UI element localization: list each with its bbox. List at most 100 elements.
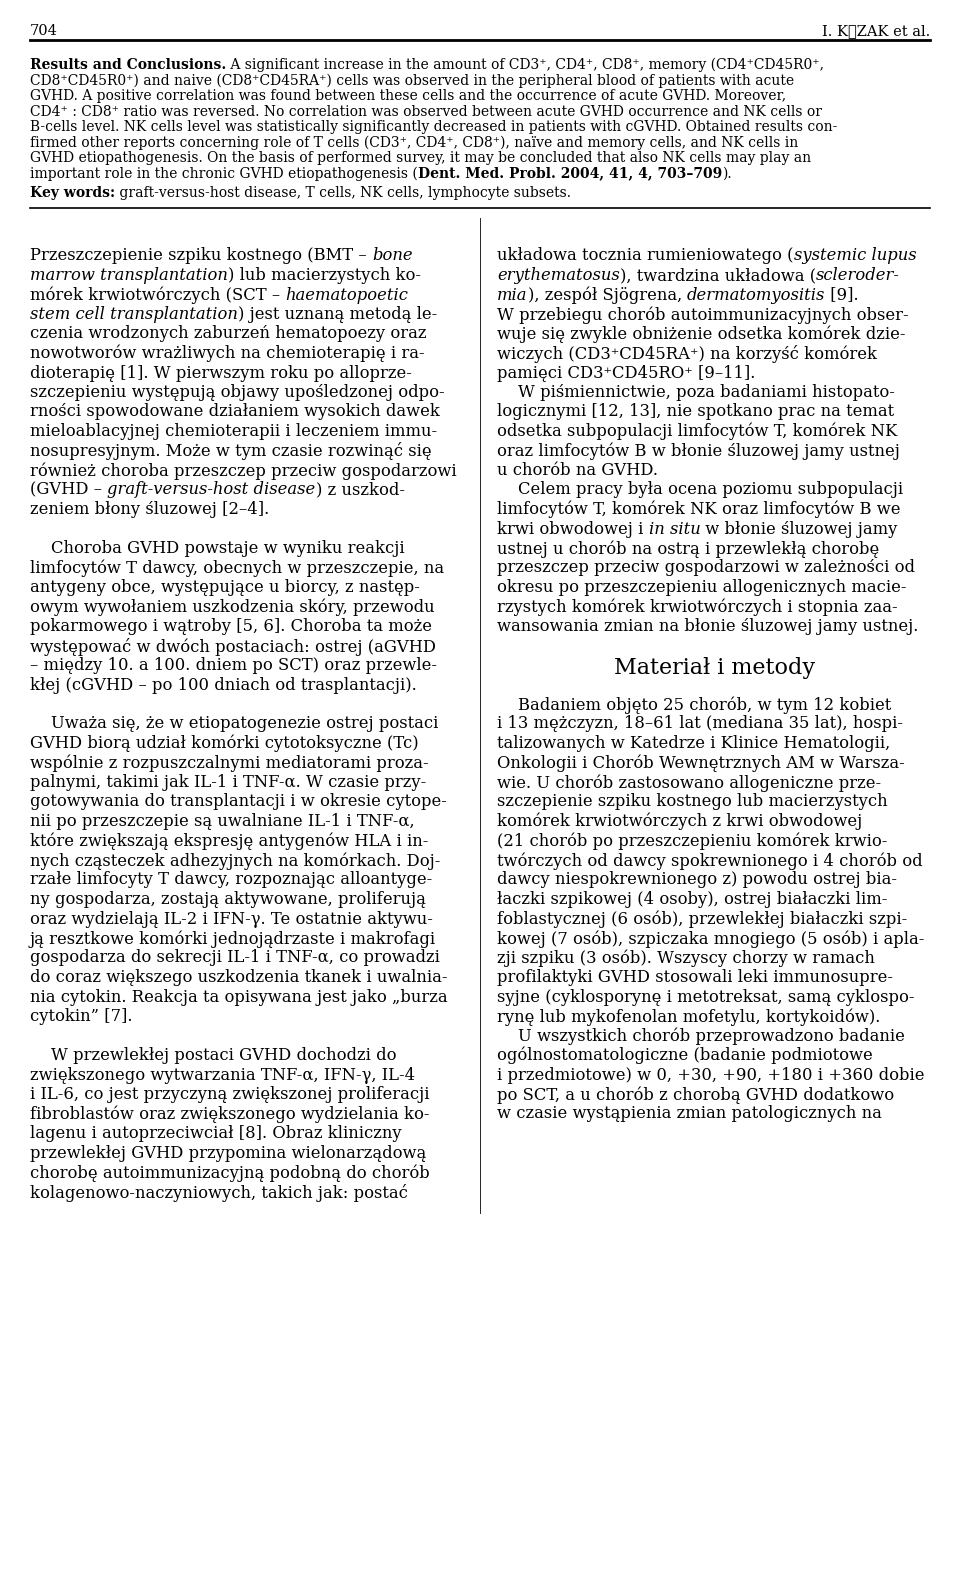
Text: syjne (cyklosporynę i metotreksat, samą cyklospo-: syjne (cyklosporynę i metotreksat, samą … (497, 988, 915, 1006)
Text: limfocytów T, komórek NK oraz limfocytów B we: limfocytów T, komórek NK oraz limfocytów… (497, 501, 900, 518)
Text: 704: 704 (30, 24, 58, 38)
Text: erythematosus: erythematosus (497, 268, 620, 283)
Text: w czasie wystąpienia zmian patologicznych na: w czasie wystąpienia zmian patologicznyc… (497, 1105, 882, 1122)
Text: mia: mia (497, 286, 527, 304)
Text: u chorób na GVHD.: u chorób na GVHD. (497, 463, 658, 478)
Text: A significant increase in the amount of CD3⁺, CD4⁺, CD8⁺, memory (CD4⁺CD45R0⁺,: A significant increase in the amount of … (227, 58, 825, 72)
Text: graft-versus-host disease: graft-versus-host disease (108, 482, 316, 499)
Text: CD8⁺CD45R0⁺) and naive (CD8⁺CD45RA⁺) cells was observed in the peripheral blood : CD8⁺CD45R0⁺) and naive (CD8⁺CD45RA⁺) cel… (30, 74, 794, 88)
Text: i IL-6, co jest przyczyną zwiększonej proliferacji: i IL-6, co jest przyczyną zwiększonej pr… (30, 1086, 429, 1103)
Text: ) lub macierzystych ko-: ) lub macierzystych ko- (228, 268, 420, 283)
Text: twórczych od dawcy spokrewnionego i 4 chorób od: twórczych od dawcy spokrewnionego i 4 ch… (497, 852, 923, 869)
Text: firmed other reports concerning role of T cells (CD3⁺, CD4⁺, CD8⁺), naïve and me: firmed other reports concerning role of … (30, 135, 799, 150)
Text: chorobę autoimmunizacyjną podobną do chorób: chorobę autoimmunizacyjną podobną do cho… (30, 1165, 430, 1182)
Text: wie. U chorób zastosowano allogeniczne prze-: wie. U chorób zastosowano allogeniczne p… (497, 774, 881, 792)
Text: in situ: in situ (649, 521, 701, 537)
Text: okresu po przeszczepieniu allogenicznych macie-: okresu po przeszczepieniu allogenicznych… (497, 579, 906, 597)
Text: mieloablacyjnej chemioterapii i leczeniem immu-: mieloablacyjnej chemioterapii i leczenie… (30, 423, 437, 441)
Text: rzystych komórek krwiotwórczych i stopnia zaa-: rzystych komórek krwiotwórczych i stopni… (497, 598, 898, 615)
Text: Badaniem objęto 25 chorób, w tym 12 kobiet: Badaniem objęto 25 chorób, w tym 12 kobi… (497, 696, 891, 713)
Text: krwi obwodowej i: krwi obwodowej i (497, 521, 649, 537)
Text: (GVHD –: (GVHD – (30, 482, 108, 499)
Text: nowotworów wrażliwych na chemioterapię i ra-: nowotworów wrażliwych na chemioterapię i… (30, 345, 424, 362)
Text: Celem pracy była ocena poziomu subpopulacji: Celem pracy była ocena poziomu subpopula… (497, 482, 903, 499)
Text: (21 chorób po przeszczepieniu komórek krwio-: (21 chorób po przeszczepieniu komórek kr… (497, 833, 887, 850)
Text: talizowanych w Katedrze i Klinice Hematologii,: talizowanych w Katedrze i Klinice Hemato… (497, 735, 890, 752)
Text: gotowywania do transplantacji i w okresie cytope-: gotowywania do transplantacji i w okresi… (30, 793, 446, 811)
Text: układowa tocznia rumieniowatego (: układowa tocznia rumieniowatego ( (497, 247, 794, 264)
Text: ny gospodarza, zostają aktywowane, proliferują: ny gospodarza, zostają aktywowane, proli… (30, 891, 426, 908)
Text: rzałe limfocyty T dawcy, rozpoznając alloantyge-: rzałe limfocyty T dawcy, rozpoznając all… (30, 872, 432, 888)
Text: GVHD. A positive correlation was found between these cells and the occurrence of: GVHD. A positive correlation was found b… (30, 90, 786, 102)
Text: dermatomyositis: dermatomyositis (687, 286, 826, 304)
Text: do coraz większego uszkodzenia tkanek i uwalnia-: do coraz większego uszkodzenia tkanek i … (30, 970, 447, 985)
Text: Choroba GVHD powstaje w wyniku reakcji: Choroba GVHD powstaje w wyniku reakcji (30, 540, 404, 557)
Text: nosupresyjnym. Może w tym czasie rozwinąć się: nosupresyjnym. Może w tym czasie rozwiną… (30, 442, 432, 461)
Text: zji szpiku (3 osób). Wszyscy chorzy w ramach: zji szpiku (3 osób). Wszyscy chorzy w ra… (497, 949, 875, 966)
Text: profilaktyki GVHD stosowali leki immunosupre-: profilaktyki GVHD stosowali leki immunos… (497, 970, 893, 985)
Text: oraz limfocytów B w błonie śluzowej jamy ustnej: oraz limfocytów B w błonie śluzowej jamy… (497, 442, 900, 460)
Text: U wszystkich chorób przeprowadzono badanie: U wszystkich chorób przeprowadzono badan… (497, 1028, 905, 1045)
Text: cytokin” [7].: cytokin” [7]. (30, 1007, 132, 1025)
Text: Results and Conclusions.: Results and Conclusions. (30, 58, 227, 72)
Text: logicznymi [12, 13], nie spotkano prac na temat: logicznymi [12, 13], nie spotkano prac n… (497, 403, 894, 420)
Text: ją resztkowe komórki jednojądrzaste i makrofagi: ją resztkowe komórki jednojądrzaste i ma… (30, 930, 436, 948)
Text: owym wywołaniem uszkodzenia skóry, przewodu: owym wywołaniem uszkodzenia skóry, przew… (30, 598, 435, 615)
Text: Key words:: Key words: (30, 186, 115, 200)
Text: Onkologii i Chorób Wewnętrznych AM w Warsza-: Onkologii i Chorób Wewnętrznych AM w War… (497, 754, 904, 771)
Text: nia cytokin. Reakcja ta opisywana jest jako „burza: nia cytokin. Reakcja ta opisywana jest j… (30, 988, 447, 1006)
Text: CD4⁺ : CD8⁺ ratio was reversed. No correlation was observed between acute GVHD o: CD4⁺ : CD8⁺ ratio was reversed. No corre… (30, 104, 822, 118)
Text: kłej (cGVHD – po 100 dniach od trasplantacji).: kłej (cGVHD – po 100 dniach od trasplant… (30, 677, 417, 694)
Text: ), zespół Sjögrena,: ), zespół Sjögrena, (527, 286, 687, 304)
Text: ogólnostomatologiczne (badanie podmiotowe: ogólnostomatologiczne (badanie podmiotow… (497, 1047, 873, 1064)
Text: B-cells level. NK cells level was statistically significantly decreased in patie: B-cells level. NK cells level was statis… (30, 120, 837, 134)
Text: haematopoetic: haematopoetic (285, 286, 408, 304)
Text: W piśmiennictwie, poza badaniami histopato-: W piśmiennictwie, poza badaniami histopa… (497, 384, 895, 401)
Text: systemic lupus: systemic lupus (794, 247, 916, 264)
Text: – między 10. a 100. dniem po SCT) oraz przewle-: – między 10. a 100. dniem po SCT) oraz p… (30, 656, 437, 674)
Text: mórek krwiotwórczych (SCT –: mórek krwiotwórczych (SCT – (30, 286, 285, 304)
Text: po SCT, a u chorób z chorobą GVHD dodatkowo: po SCT, a u chorób z chorobą GVHD dodatk… (497, 1086, 894, 1103)
Text: rności spowodowane działaniem wysokich dawek: rności spowodowane działaniem wysokich d… (30, 403, 440, 420)
Text: które zwiększają ekspresję antygenów HLA i in-: które zwiększają ekspresję antygenów HLA… (30, 833, 428, 850)
Text: i przedmiotowe) w 0, +30, +90, +180 i +360 dobie: i przedmiotowe) w 0, +30, +90, +180 i +3… (497, 1067, 924, 1083)
Text: graft-versus-host disease, T cells, NK cells, lymphocyte subsets.: graft-versus-host disease, T cells, NK c… (115, 186, 571, 200)
Text: kolagenowo-naczyniowych, takich jak: postać: kolagenowo-naczyniowych, takich jak: pos… (30, 1184, 408, 1201)
Text: szczepienie szpiku kostnego lub macierzystych: szczepienie szpiku kostnego lub macierzy… (497, 793, 888, 811)
Text: odsetka subpopulacji limfocytów T, komórek NK: odsetka subpopulacji limfocytów T, komór… (497, 423, 898, 441)
Text: Materiał i metody: Materiał i metody (614, 656, 815, 678)
Text: komórek krwiotwórczych z krwi obwodowej: komórek krwiotwórczych z krwi obwodowej (497, 814, 862, 831)
Text: nii po przeszczepie są uwalniane IL-1 i TNF-α,: nii po przeszczepie są uwalniane IL-1 i … (30, 814, 415, 829)
Text: dioterapię [1]. W pierwszym roku po alloprze-: dioterapię [1]. W pierwszym roku po allo… (30, 365, 412, 381)
Text: wspólnie z rozpuszczalnymi mediatorami proza-: wspólnie z rozpuszczalnymi mediatorami p… (30, 754, 428, 771)
Text: czenia wrodzonych zaburzeń hematopoezy oraz: czenia wrodzonych zaburzeń hematopoezy o… (30, 326, 426, 343)
Text: [9].: [9]. (826, 286, 859, 304)
Text: oraz wydzielają IL-2 i IFN-γ. Te ostatnie aktywu-: oraz wydzielają IL-2 i IFN-γ. Te ostatni… (30, 910, 433, 927)
Text: scleroder-: scleroder- (816, 268, 900, 283)
Text: nych cząsteczek adhezyjnych na komórkach. Doj-: nych cząsteczek adhezyjnych na komórkach… (30, 852, 441, 869)
Text: important role in the chronic GVHD etiopathogenesis (: important role in the chronic GVHD etiop… (30, 167, 418, 181)
Text: I. KҿZAK et al.: I. KҿZAK et al. (822, 24, 930, 38)
Text: dawcy niespokrewnionego z) powodu ostrej bia-: dawcy niespokrewnionego z) powodu ostrej… (497, 872, 897, 888)
Text: występować w dwóch postaciach: ostrej (aGVHD: występować w dwóch postaciach: ostrej (a… (30, 637, 436, 655)
Text: pokarmowego i wątroby [5, 6]. Choroba ta może: pokarmowego i wątroby [5, 6]. Choroba ta… (30, 619, 432, 634)
Text: przewlekłej GVHD przypomina wielonarządową: przewlekłej GVHD przypomina wielonarządo… (30, 1144, 426, 1162)
Text: wiczych (CD3⁺CD45RA⁺) na korzyść komórek: wiczych (CD3⁺CD45RA⁺) na korzyść komórek (497, 345, 877, 364)
Text: łaczki szpikowej (4 osoby), ostrej białaczki lim-: łaczki szpikowej (4 osoby), ostrej biała… (497, 891, 887, 908)
Text: kowej (7 osób), szpiczaka mnogiego (5 osób) i apla-: kowej (7 osób), szpiczaka mnogiego (5 os… (497, 930, 924, 948)
Text: szczepieniu występują objawy upośledzonej odpo-: szczepieniu występują objawy upośledzone… (30, 384, 444, 401)
Text: przeszczep przeciw gospodarzowi w zależności od: przeszczep przeciw gospodarzowi w zależn… (497, 559, 915, 576)
Text: i 13 mężczyzn, 18–61 lat (mediana 35 lat), hospi-: i 13 mężczyzn, 18–61 lat (mediana 35 lat… (497, 716, 903, 732)
Text: również choroba przeszczep przeciw gospodarzowi: również choroba przeszczep przeciw gospo… (30, 463, 457, 480)
Text: ) jest uznaną metodą le-: ) jest uznaną metodą le- (238, 305, 437, 323)
Text: rynę lub mykofenolan mofetylu, kortykoidów).: rynę lub mykofenolan mofetylu, kortykoid… (497, 1007, 880, 1026)
Text: ) z uszkod-: ) z uszkod- (316, 482, 404, 499)
Text: lagenu i autoprzeciwciał [8]. Obraz kliniczny: lagenu i autoprzeciwciał [8]. Obraz klin… (30, 1125, 401, 1143)
Text: zwiększonego wytwarzania TNF-α, IFN-γ, IL-4: zwiększonego wytwarzania TNF-α, IFN-γ, I… (30, 1067, 415, 1083)
Text: bone: bone (372, 247, 413, 264)
Text: foblastycznej (6 osób), przewlekłej białaczki szpi-: foblastycznej (6 osób), przewlekłej biał… (497, 910, 907, 929)
Text: Dent. Med. Probl. 2004, 41, 4, 703–709: Dent. Med. Probl. 2004, 41, 4, 703–709 (418, 167, 722, 181)
Text: w błonie śluzowej jamy: w błonie śluzowej jamy (701, 521, 898, 537)
Text: antygeny obce, występujące u biorcy, z następ-: antygeny obce, występujące u biorcy, z n… (30, 579, 420, 597)
Text: GVHD etiopathogenesis. On the basis of performed survey, it may be concluded tha: GVHD etiopathogenesis. On the basis of p… (30, 151, 811, 165)
